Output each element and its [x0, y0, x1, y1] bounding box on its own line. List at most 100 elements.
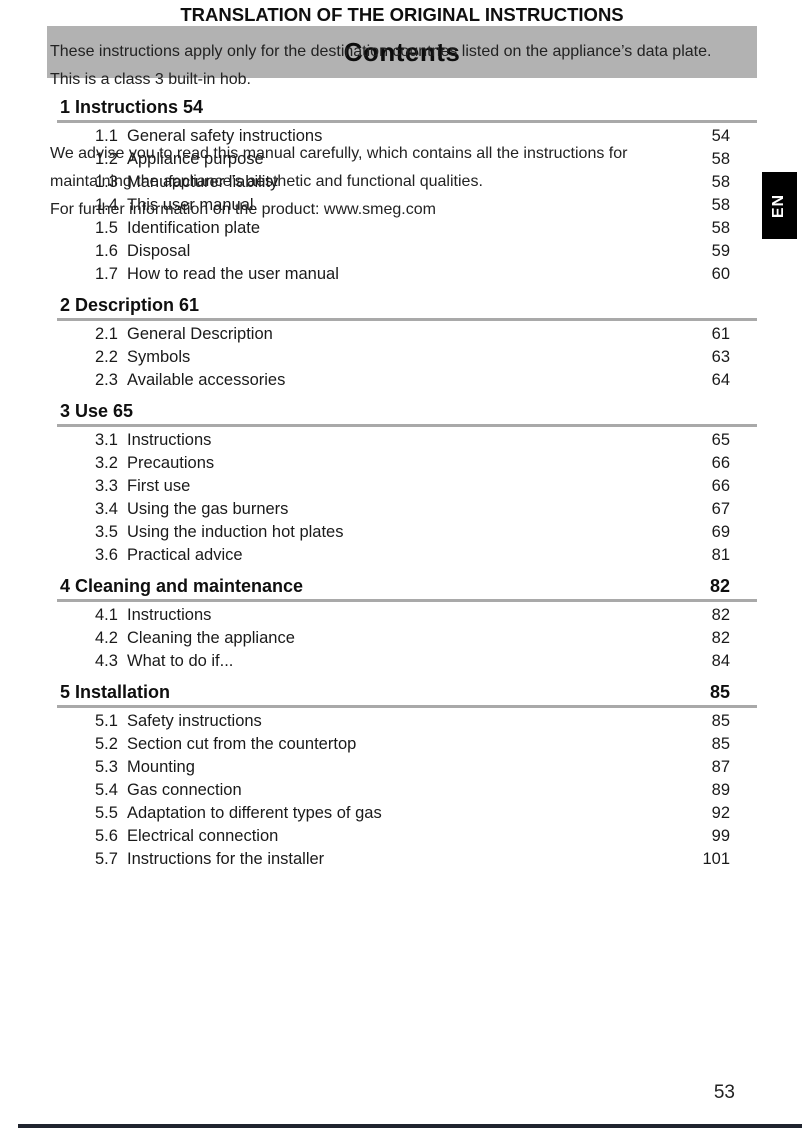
notice-paragraph: These instructions apply only for the de…: [50, 38, 770, 94]
toc-entry-page: 54: [711, 127, 730, 145]
contents-header-bar: Contents: [47, 26, 757, 78]
toc-entry-title: Manufacturer liability: [127, 173, 279, 191]
toc-section-items: 1.1 General safety instructions 54 1.2 A…: [47, 125, 757, 286]
toc-entry-title: General safety instructions: [127, 127, 323, 145]
toc-entry-title: Instructions for the installer: [127, 850, 325, 868]
toc-entry-title: Identification plate: [127, 219, 261, 237]
toc-entry-title: Section cut from the countertop: [127, 735, 357, 753]
toc-entry[interactable]: 1.2 Appliance purpose 58: [47, 148, 757, 171]
translation-notice-heading: TRANSLATION OF THE ORIGINAL INSTRUCTIONS: [180, 4, 624, 25]
toc-entry-page: 58: [711, 150, 730, 168]
toc-entry[interactable]: 1.6 Disposal 59: [47, 240, 757, 263]
toc-entry-page: 92: [711, 804, 730, 822]
toc-entry-number: 3.6: [95, 546, 118, 564]
advice-paragraph: We advise you to read this manual carefu…: [50, 140, 770, 196]
toc-section-page: 85: [709, 682, 730, 702]
toc-entry-number: 1.6: [95, 242, 118, 260]
toc-section-heading[interactable]: 1 Instructions 54: [47, 96, 757, 118]
toc-section-heading[interactable]: 2 Description 61: [47, 294, 757, 316]
toc-entry-title: How to read the user manual: [127, 265, 339, 283]
toc-entry[interactable]: 4.1 Instructions 82: [47, 604, 757, 627]
further-info-line: For further information on the product: …: [50, 196, 770, 224]
toc-entry[interactable]: 1.1 General safety instructions 54: [47, 125, 757, 148]
toc-entry-title: Precautions: [127, 454, 215, 472]
toc-entry-title: Instructions: [127, 606, 212, 624]
section-divider: [57, 424, 757, 427]
toc-entry-title: Available accessories: [127, 371, 286, 389]
toc-entry-page: 60: [711, 265, 730, 283]
toc-entry[interactable]: 5.1 Safety instructions 85: [47, 710, 757, 733]
toc-entry[interactable]: 3.3 First use 66: [47, 475, 757, 498]
toc-section: 4 Cleaning and maintenance 82 4.1 Instru…: [47, 575, 757, 673]
toc-entry-page: 66: [711, 454, 730, 472]
toc-entry-page: 58: [711, 219, 730, 237]
toc-entry-page: 67: [711, 500, 730, 518]
toc-entry-page: 99: [711, 827, 730, 845]
toc-entry-number: 5.3: [95, 758, 118, 776]
toc-entry-number: 5.6: [95, 827, 118, 845]
toc-entry-page: 66: [711, 477, 730, 495]
toc-entry-number: 3.5: [95, 523, 118, 541]
toc-entry-page: 85: [711, 735, 730, 753]
page-title: Contents: [343, 36, 461, 67]
toc-entry-title: Practical advice: [127, 546, 243, 564]
toc-section-heading[interactable]: 3 Use 65: [47, 400, 757, 422]
toc-entry-page: 85: [711, 712, 730, 730]
section-divider: [57, 120, 757, 123]
toc-section-heading[interactable]: 4 Cleaning and maintenance 82: [47, 575, 757, 597]
toc-entry[interactable]: 2.1 General Description 61: [47, 323, 757, 346]
toc-entry-number: 3.1: [95, 431, 118, 449]
toc-entry[interactable]: 5.2 Section cut from the countertop 85: [47, 733, 757, 756]
toc-entry-page: 87: [711, 758, 730, 776]
text-line: This is a class 3 built-in hob.: [50, 71, 251, 88]
toc-entry[interactable]: 4.3 What to do if... 84: [47, 650, 757, 673]
toc-entry[interactable]: 5.3 Mounting 87: [47, 756, 757, 779]
toc-entry-page: 65: [711, 431, 730, 449]
toc-entry-title: Gas connection: [127, 781, 242, 799]
toc-entry-page: 58: [711, 173, 730, 191]
toc-entry-title: Cleaning the appliance: [127, 629, 295, 647]
toc-entry-number: 5.4: [95, 781, 118, 799]
section-divider: [57, 705, 757, 708]
toc-entry[interactable]: 3.5 Using the induction hot plates 69: [47, 521, 757, 544]
toc-entry[interactable]: 3.6 Practical advice 81: [47, 544, 757, 567]
toc-entry[interactable]: 3.4 Using the gas burners 67: [47, 498, 757, 521]
toc-entry-title: Disposal: [127, 242, 191, 260]
toc-entry[interactable]: 2.3 Available accessories 64: [47, 369, 757, 392]
toc-entry-number: 2.3: [95, 371, 118, 389]
toc-entry[interactable]: 5.6 Electrical connection 99: [47, 825, 757, 848]
toc-entry-page: 101: [702, 850, 730, 868]
toc-entry[interactable]: 1.3 Manufacturer liability 58: [47, 171, 757, 194]
toc-entry[interactable]: 3.2 Precautions 66: [47, 452, 757, 475]
toc-entry-number: 5.5: [95, 804, 118, 822]
toc-entry-title: What to do if...: [127, 652, 234, 670]
toc-entry-title: Mounting: [127, 758, 195, 776]
toc-entry-number: 2.1: [95, 325, 118, 343]
section-divider: [57, 318, 757, 321]
toc-entry-page: 84: [711, 652, 730, 670]
toc-entry[interactable]: 3.1 Instructions 65: [47, 429, 757, 452]
toc-entry-number: 1.1: [95, 127, 118, 145]
toc-entry-number: 4.3: [95, 652, 118, 670]
section-divider: [57, 599, 757, 602]
toc-section-heading[interactable]: 5 Installation 85: [47, 681, 757, 703]
toc-entry[interactable]: 2.2 Symbols 63: [47, 346, 757, 369]
toc-entry[interactable]: 4.2 Cleaning the appliance 82: [47, 627, 757, 650]
further-info-block: For further information on the product: …: [50, 196, 770, 224]
toc-entry-title: Symbols: [127, 348, 191, 366]
toc-entry[interactable]: 1.7 How to read the user manual 60: [47, 263, 757, 286]
toc-entry-title: Adaptation to different types of gas: [127, 804, 382, 822]
toc-entry[interactable]: 5.5 Adaptation to different types of gas…: [47, 802, 757, 825]
toc-entry[interactable]: 1.5 Identification plate 58: [47, 217, 757, 240]
toc-entry-title: Appliance purpose: [127, 150, 264, 168]
toc-entry-title: First use: [127, 477, 191, 495]
footer-rule: [18, 1124, 802, 1128]
website-link[interactable]: www.smeg.com: [323, 201, 436, 218]
toc-entry[interactable]: 1.4 This user manual 58: [47, 194, 757, 217]
text-line: maintaining the appliance’s aesthetic an…: [50, 173, 483, 190]
toc-entry[interactable]: 5.7 Instructions for the installer 101: [47, 848, 757, 871]
toc-entry-title: Using the gas burners: [127, 500, 289, 518]
toc-entry[interactable]: 5.4 Gas connection 89: [47, 779, 757, 802]
table-of-contents: 1 Instructions 54 1.1 General safety ins…: [47, 88, 757, 871]
